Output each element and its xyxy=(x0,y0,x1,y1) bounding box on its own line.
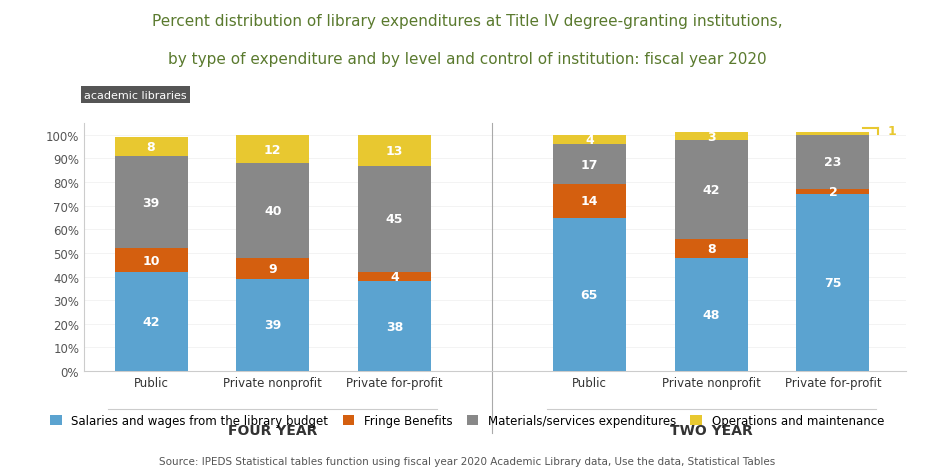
Bar xyxy=(553,185,626,218)
Legend: Salaries and wages from the library budget, Fringe Benefits, Materials/services : Salaries and wages from the library budg… xyxy=(50,414,884,427)
Bar xyxy=(236,136,309,164)
Text: 39: 39 xyxy=(264,319,281,332)
Bar xyxy=(236,279,309,371)
Text: 4: 4 xyxy=(585,134,594,147)
Text: 4: 4 xyxy=(390,270,399,284)
Text: 42: 42 xyxy=(702,183,720,196)
Bar xyxy=(358,272,432,282)
Text: academic libraries: academic libraries xyxy=(84,90,187,100)
Bar xyxy=(115,248,188,272)
Bar xyxy=(674,133,748,140)
Bar xyxy=(358,136,432,166)
Text: Source: IPEDS Statistical tables function using fiscal year 2020 Academic Librar: Source: IPEDS Statistical tables functio… xyxy=(159,456,775,466)
Bar xyxy=(797,195,870,371)
Text: by type of expenditure and by level and control of institution: fiscal year 2020: by type of expenditure and by level and … xyxy=(168,52,766,67)
Bar xyxy=(115,138,188,157)
Text: 40: 40 xyxy=(264,205,281,218)
Text: 39: 39 xyxy=(142,196,160,209)
Text: 2: 2 xyxy=(828,186,837,198)
Bar xyxy=(797,136,870,190)
Text: 42: 42 xyxy=(142,315,160,328)
Bar xyxy=(674,239,748,258)
Text: 14: 14 xyxy=(581,195,598,208)
Text: 12: 12 xyxy=(264,143,281,156)
Bar xyxy=(236,258,309,279)
Bar xyxy=(674,258,748,371)
Text: 23: 23 xyxy=(824,156,842,169)
Bar xyxy=(358,166,432,272)
Text: 3: 3 xyxy=(707,130,715,143)
Bar xyxy=(553,136,626,145)
Bar xyxy=(358,282,432,371)
Text: Percent distribution of library expenditures at Title IV degree-granting institu: Percent distribution of library expendit… xyxy=(151,14,783,29)
Text: 38: 38 xyxy=(386,320,403,333)
Text: 48: 48 xyxy=(702,308,720,321)
Bar xyxy=(236,164,309,258)
Text: TWO YEAR: TWO YEAR xyxy=(670,423,753,437)
Text: 65: 65 xyxy=(581,288,598,301)
Text: 75: 75 xyxy=(824,277,842,289)
Text: FOUR YEAR: FOUR YEAR xyxy=(228,423,318,437)
Bar xyxy=(553,145,626,185)
Text: 8: 8 xyxy=(707,242,715,255)
Text: 45: 45 xyxy=(386,213,403,226)
Text: 10: 10 xyxy=(142,254,160,267)
Text: 8: 8 xyxy=(147,141,155,154)
Bar xyxy=(797,133,870,136)
Text: 17: 17 xyxy=(581,159,598,171)
Text: 9: 9 xyxy=(268,262,277,275)
Bar xyxy=(553,218,626,371)
Bar xyxy=(115,157,188,248)
Bar xyxy=(797,190,870,195)
Text: 13: 13 xyxy=(386,144,403,158)
Bar xyxy=(115,272,188,371)
Bar xyxy=(674,140,748,239)
Text: 1: 1 xyxy=(887,124,897,137)
